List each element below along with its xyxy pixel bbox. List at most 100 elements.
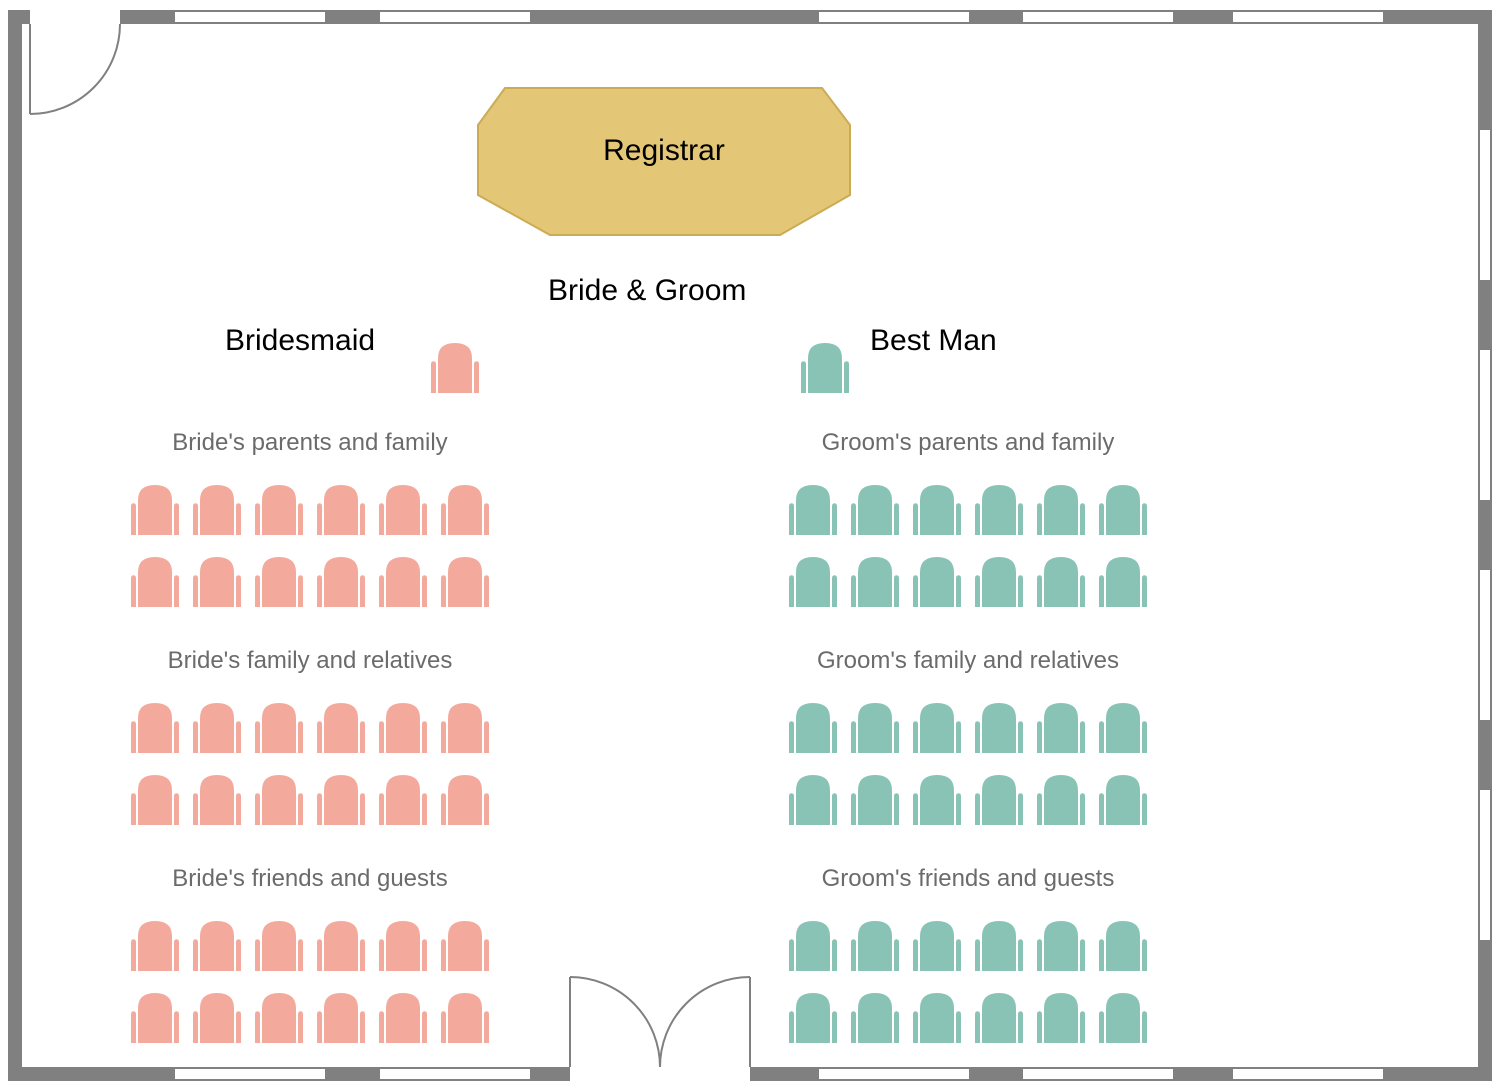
right-chair <box>1098 484 1148 536</box>
window <box>1480 130 1490 280</box>
right-chair <box>974 702 1024 754</box>
right-section-label-2: Groom's friends and guests <box>822 865 1115 892</box>
right-chair <box>788 992 838 1044</box>
bestman-chair <box>800 342 850 394</box>
left-chair <box>254 484 304 536</box>
door-arc <box>30 24 120 114</box>
left-chair <box>440 556 490 608</box>
right-chair <box>912 992 962 1044</box>
right-chair <box>912 920 962 972</box>
left-chair <box>378 484 428 536</box>
right-chair <box>850 774 900 826</box>
registrar-label: Registrar <box>603 134 725 167</box>
right-chair <box>788 702 838 754</box>
right-chair <box>850 920 900 972</box>
window <box>1480 350 1490 500</box>
bestman-label: Best Man <box>870 324 997 357</box>
door-arc <box>660 977 750 1067</box>
window <box>1023 1069 1173 1079</box>
left-chair <box>192 774 242 826</box>
right-chair <box>1098 556 1148 608</box>
left-section-label-1: Bride's family and relatives <box>168 647 453 674</box>
left-chair <box>130 702 180 754</box>
left-chair <box>130 920 180 972</box>
window <box>1233 1069 1383 1079</box>
right-chair <box>850 702 900 754</box>
left-chair <box>316 774 366 826</box>
left-chair <box>130 992 180 1044</box>
right-chair <box>1098 920 1148 972</box>
left-chair <box>192 484 242 536</box>
left-chair <box>378 556 428 608</box>
right-chair <box>1036 484 1086 536</box>
right-chair <box>850 484 900 536</box>
window <box>1480 790 1490 940</box>
left-section-label-0: Bride's parents and family <box>172 429 447 456</box>
left-chair <box>440 920 490 972</box>
door-top-gap <box>30 10 120 24</box>
left-chair <box>130 484 180 536</box>
right-chair <box>788 774 838 826</box>
left-chair <box>440 774 490 826</box>
left-chair <box>192 702 242 754</box>
right-chair <box>850 992 900 1044</box>
right-chair <box>974 484 1024 536</box>
right-chair <box>788 556 838 608</box>
left-chair <box>254 702 304 754</box>
left-chair <box>378 774 428 826</box>
right-chair <box>1098 992 1148 1044</box>
left-chair <box>316 992 366 1044</box>
left-chair <box>378 920 428 972</box>
door-bottom-gap <box>570 1067 750 1081</box>
right-chair <box>974 920 1024 972</box>
window <box>819 1069 969 1079</box>
window <box>175 12 325 22</box>
right-chair <box>1036 920 1086 972</box>
left-chair <box>254 920 304 972</box>
floor-plan-svg: Registrar Bride & Groom Bridesmaid Best Man… <box>0 0 1500 1091</box>
right-chair <box>912 774 962 826</box>
left-chair <box>316 484 366 536</box>
right-chair <box>788 484 838 536</box>
right-chair <box>1036 702 1086 754</box>
window <box>1023 12 1173 22</box>
right-chair <box>974 992 1024 1044</box>
left-chair <box>378 702 428 754</box>
door-arc <box>570 977 660 1067</box>
window <box>380 12 530 22</box>
right-section-label-1: Groom's family and relatives <box>817 647 1119 674</box>
left-chair <box>192 920 242 972</box>
bridesmaid-label: Bridesmaid <box>225 324 375 357</box>
left-chair <box>254 774 304 826</box>
left-section-label-2: Bride's friends and guests <box>172 865 447 892</box>
floor-plan-canvas: Registrar Bride & Groom Bridesmaid Best Man… <box>0 0 1500 1091</box>
window <box>1480 570 1490 720</box>
left-chair <box>192 556 242 608</box>
wall-left <box>8 10 22 1081</box>
right-chair <box>788 920 838 972</box>
left-chair <box>440 702 490 754</box>
left-chair <box>130 556 180 608</box>
right-chair <box>912 702 962 754</box>
left-chair <box>192 992 242 1044</box>
right-chair <box>850 556 900 608</box>
right-chair <box>974 556 1024 608</box>
left-chair <box>254 556 304 608</box>
window <box>380 1069 530 1079</box>
left-chair <box>316 702 366 754</box>
right-chair <box>1098 774 1148 826</box>
window <box>819 12 969 22</box>
right-chair <box>1036 774 1086 826</box>
right-chair <box>1036 992 1086 1044</box>
right-chair <box>974 774 1024 826</box>
left-chair <box>254 992 304 1044</box>
right-section-label-0: Groom's parents and family <box>822 429 1115 456</box>
bridesmaid-chair <box>430 342 480 394</box>
bride-groom-label: Bride & Groom <box>548 274 746 307</box>
right-chair <box>1036 556 1086 608</box>
right-chair <box>912 484 962 536</box>
right-chair <box>912 556 962 608</box>
left-chair <box>440 484 490 536</box>
left-chair <box>316 556 366 608</box>
left-chair <box>316 920 366 972</box>
